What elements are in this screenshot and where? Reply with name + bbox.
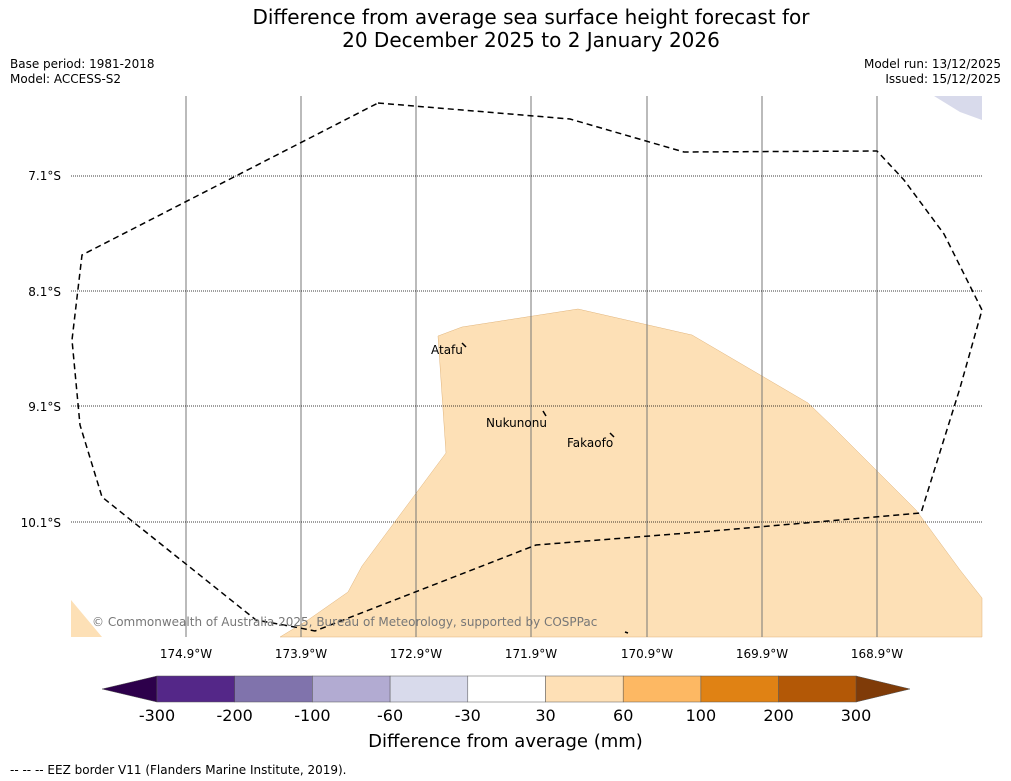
lon-label-6: 169.9°W: [735, 647, 789, 661]
lat-label-1: 7.1°S: [28, 169, 61, 183]
colorbar-low-extend: [101, 675, 158, 703]
colorbar-bin-3: [312, 675, 391, 703]
colorbar: [101, 675, 911, 703]
colorbar-bin-9: [778, 675, 857, 703]
cb-tick-8: 100: [685, 706, 717, 725]
anomaly-region-corner: [71, 600, 102, 637]
issued-date: Issued: 15/12/2025: [885, 72, 1001, 86]
lon-label-4: 171.9°W: [504, 647, 558, 661]
lat-label-4: 10.1°S: [20, 516, 61, 530]
lon-label-2: 173.9°W: [274, 647, 328, 661]
colorbar-bin-8: [700, 675, 779, 703]
fakaofo-island: [609, 432, 615, 438]
cb-tick-5: -30: [454, 706, 481, 725]
cb-tick-2: -200: [216, 706, 253, 725]
place-nukunonu: Nukunonu: [486, 416, 547, 430]
colorbar-bin-7: [622, 675, 702, 703]
meta-right: Model run: 13/12/2025 Issued: 15/12/2025: [864, 57, 1001, 87]
meridian-lines: [185, 96, 878, 637]
cb-tick-4: -60: [377, 706, 404, 725]
place-fakaofo: Fakaofo: [567, 436, 614, 450]
atafu-island: [461, 342, 467, 348]
eez-legend-footer: -- -- -- EEZ border V11 (Flanders Marine…: [10, 763, 347, 777]
colorbar-bin-2: [234, 675, 313, 703]
cb-tick-9: 200: [763, 706, 794, 725]
lon-label-3: 172.9°W: [389, 647, 443, 661]
base-period: Base period: 1981-2018: [10, 57, 155, 71]
colorbar-bin-6: [545, 675, 624, 703]
anomaly-region: [279, 308, 983, 638]
nukunonu-island: [542, 410, 547, 417]
title-line-2: 20 December 2025 to 2 January 2026: [342, 28, 720, 52]
place-atafu: Atafu: [431, 343, 463, 357]
cb-tick-3: -100: [294, 706, 331, 725]
cb-tick-7: 60: [613, 706, 634, 725]
lon-label-1: 174.9°W: [159, 647, 213, 661]
colorbar-bin-1: [156, 675, 235, 703]
cb-tick-10: 300: [840, 706, 872, 725]
lat-label-2: 8.1°S: [28, 285, 61, 299]
lon-label-5: 170.9°W: [620, 647, 674, 661]
colorbar-bin-5: [467, 675, 546, 703]
cb-tick-1: -300: [138, 706, 176, 725]
title-line-1: Difference from average sea surface heig…: [252, 5, 810, 29]
model-run: Model run: 13/12/2025: [863, 57, 1001, 71]
model-name: Model: ACCESS-S2: [10, 72, 122, 86]
negative-region-corner: [934, 96, 982, 120]
meta-left: Base period: 1981-2018 Model: ACCESS-S2: [10, 57, 155, 87]
colorbar-bin-4: [389, 675, 469, 703]
colorbar-high-extend: [855, 675, 911, 703]
chart-title: Difference from average sea surface heig…: [0, 6, 1011, 52]
lat-label-3: 9.1°S: [28, 400, 61, 414]
colorbar-label: Difference from average (mm): [368, 731, 643, 752]
small-islet: [624, 631, 629, 634]
lon-label-7: 168.9°W: [850, 647, 904, 661]
copyright-notice: © Commonwealth of Australia 2025, Bureau…: [92, 615, 598, 629]
cb-tick-6: 30: [535, 706, 556, 725]
